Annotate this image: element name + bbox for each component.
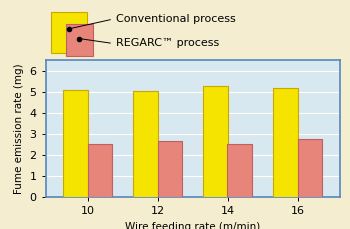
Bar <box>273 88 298 197</box>
FancyBboxPatch shape <box>51 12 87 53</box>
Bar <box>203 85 228 197</box>
Bar <box>88 144 112 197</box>
Bar <box>228 144 252 197</box>
X-axis label: Wire feeding rate (m/min): Wire feeding rate (m/min) <box>125 221 260 229</box>
Bar <box>63 90 88 197</box>
Text: Conventional process: Conventional process <box>116 14 236 24</box>
Bar <box>133 91 158 197</box>
Bar <box>158 141 182 197</box>
Text: REGARC™ process: REGARC™ process <box>116 38 219 49</box>
FancyBboxPatch shape <box>66 24 92 56</box>
Y-axis label: Fume emission rate (mg): Fume emission rate (mg) <box>14 63 24 194</box>
Bar <box>298 139 322 197</box>
